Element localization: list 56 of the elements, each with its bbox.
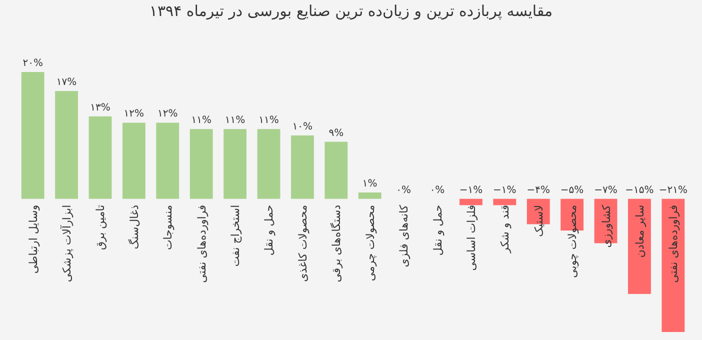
bar — [88, 116, 112, 199]
x-tick-label: سایر معادن — [633, 204, 646, 258]
bar — [324, 142, 348, 199]
data-label: ۱۱% — [224, 115, 246, 126]
x-tick-label: فلزات اساسی — [464, 204, 478, 271]
bar — [257, 129, 280, 199]
x-tick-label: ابزارآلات پزشکی — [60, 204, 74, 282]
bar — [224, 129, 246, 199]
bar — [628, 198, 651, 294]
x-tick-label: قند و شکر — [498, 204, 512, 254]
data-label: ۱۳% — [90, 102, 110, 114]
data-label: ۱۷% — [56, 77, 77, 88]
bar — [190, 129, 213, 199]
bar — [493, 198, 516, 206]
bar — [662, 198, 685, 332]
data-label: ۱۱% — [258, 115, 279, 126]
x-tick-label: محصولات چوبی — [566, 204, 580, 278]
x-tick-label: تامین برق — [94, 204, 108, 250]
bar — [290, 135, 314, 199]
data-label: ۰% — [396, 184, 411, 196]
x-tick-label: محصولات چرمی — [364, 204, 377, 282]
data-label: ۱۰% — [292, 121, 313, 132]
data-label: −۴% — [526, 184, 550, 196]
data-label: ۱% — [362, 178, 378, 190]
data-label: ۱۲% — [124, 108, 144, 120]
data-label: ۹% — [328, 128, 344, 139]
data-label: ۱۲% — [158, 108, 178, 120]
x-tick-label: کشاورزی — [600, 204, 613, 248]
x-tick-label: حمل و نقل — [431, 204, 444, 256]
x-tick-label: کانه‌های فلزی — [398, 204, 411, 268]
x-tick-label: استخراج نفت — [229, 204, 242, 267]
chart-title: مقایسه پربازده ترین و زیان‌ده ترین صنایع بورسی در تیرماه ۱۳۹۴ — [149, 2, 553, 20]
x-tick-label: حمل و نقل — [262, 204, 276, 256]
bar — [122, 122, 146, 199]
data-label: −۷% — [594, 184, 618, 196]
data-label: −۵% — [560, 184, 584, 196]
x-tick-label: وسایل ارتباطی — [26, 204, 40, 274]
data-label: −۱۵% — [625, 184, 654, 196]
x-tick-label: محصولات کاغذی — [296, 204, 310, 282]
data-label: ۰% — [430, 184, 445, 196]
data-label: −۱% — [493, 184, 516, 196]
x-tick-label: فراورده‌های نفتی — [667, 204, 680, 283]
bar — [55, 91, 78, 199]
x-tick-label: دستگاه‌های برقی — [330, 204, 344, 282]
bar — [156, 122, 180, 199]
data-label: −۲۱% — [658, 184, 688, 196]
data-label: ۱۱% — [191, 115, 212, 126]
x-tick-label: ذغال‌سنگ — [128, 204, 141, 250]
data-label: ۲۰% — [22, 58, 43, 69]
x-tick-label: منسوجات — [162, 204, 175, 250]
x-tick-label: لاستیک — [532, 204, 546, 237]
data-label: −۱% — [459, 184, 483, 196]
bar — [358, 192, 382, 199]
bar — [460, 198, 482, 206]
bar — [21, 72, 44, 199]
x-tick-label: فراورده‌های نفتی — [195, 204, 208, 283]
